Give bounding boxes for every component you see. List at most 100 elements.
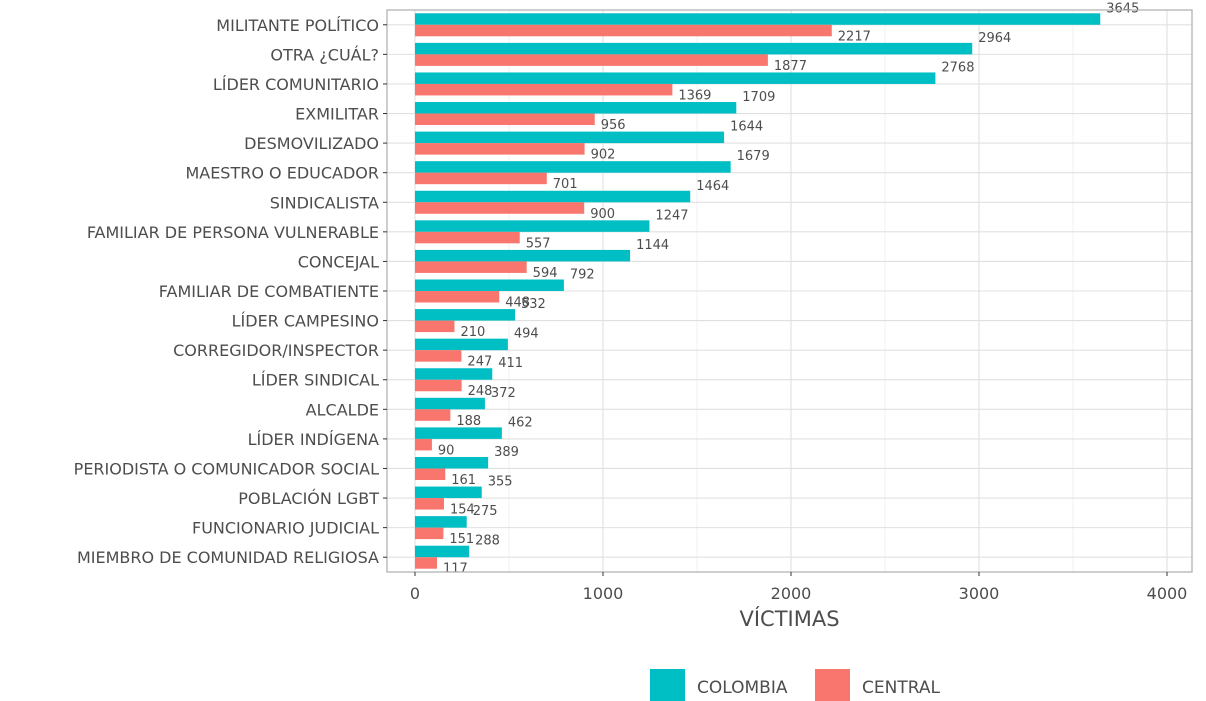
data-label-colombia: 355 [488,475,513,490]
data-label-colombia: 532 [521,297,546,312]
category-label-lider-campesino: LÍDER CAMPESINO [232,312,379,331]
category-label-miembro-de-comunidad-religiosa: MIEMBRO DE COMUNIDAD RELIGIOSA [77,548,379,567]
category-axis: MILITANTE POLÍTICO OTRA ¿CUÁL? LÍDER COMUN… [74,16,387,567]
data-label-central: 594 [533,266,558,281]
category-label-concejal: CONCEJAL [298,252,379,271]
data-label-central: 557 [526,236,551,251]
data-label-central: 448 [505,296,530,311]
bar-colombia-militante-politico [415,13,1101,25]
bar-colombia-lider-sindical [415,368,493,380]
bar-colombia-exmilitar [415,102,737,114]
data-label-central: 90 [438,443,455,458]
data-label-central: 161 [451,473,476,488]
category-label-exmilitar: EXMILITAR [295,105,379,124]
x-axis-title: VÍCTIMAS [739,606,839,631]
data-label-colombia: 1464 [696,179,729,194]
category-label-poblacion-lgbt: POBLACIÓN LGBT [238,489,379,508]
legend-label-central: CENTRAL [862,678,940,698]
bar-central-desmovilizado [415,143,585,155]
category-label-maestro-o-educador: MAESTRO O EDUCADOR [185,164,379,183]
bar-central-lider-sindical [415,379,462,392]
data-label-central: 151 [449,532,474,547]
bar-colombia-sindicalista [415,190,691,203]
bar-central-lider-comunitario [415,83,673,96]
data-label-colombia: 494 [514,327,539,342]
bar-central-sindicalista [415,202,585,214]
bar-central-periodista-o-comunicador-social [415,468,446,480]
bar-central-concejal [415,261,527,273]
category-label-militante-politico: MILITANTE POLÍTICO [216,16,379,35]
x-tick-label: 2000 [771,584,812,603]
bar-colombia-lider-comunitario [415,72,936,84]
data-label-central: 956 [601,118,626,133]
bars [415,13,1101,569]
legend-swatch-colombia [650,669,685,701]
bar-central-maestro-o-educador [415,172,547,185]
bar-central-funcionario-judicial [415,527,444,540]
bar-central-familiar-de-combatiente [415,291,500,303]
data-label-colombia: 3645 [1106,1,1139,16]
bar-central-corregidor-inspector [415,350,462,362]
x-tick-label: 1000 [583,584,624,603]
data-label-colombia: 2768 [941,60,974,75]
bar-colombia-maestro-o-educador [415,161,731,173]
x-tick-label: 3000 [959,584,1000,603]
data-label-colombia: 792 [570,268,595,283]
bar-central-lider-campesino [415,320,455,333]
data-label-colombia: 2964 [978,31,1011,46]
bar-colombia-lider-indigena [415,427,502,439]
bar-colombia-lider-campesino [415,309,516,321]
category-label-alcalde: ALCALDE [306,400,379,419]
x-tick-label: 0 [410,584,420,603]
data-label-colombia: 1709 [742,90,775,105]
bar-central-exmilitar [415,113,595,126]
legend-swatch-central [815,669,850,701]
data-label-colombia: 275 [473,504,498,519]
data-label-central: 247 [467,355,492,370]
bar-colombia-miembro-de-comunidad-religiosa [415,545,470,558]
data-label-central: 701 [553,177,578,192]
data-label-colombia: 1679 [737,149,770,164]
data-label-central: 210 [460,325,485,340]
bar-colombia-funcionario-judicial [415,516,467,528]
data-label-colombia: 372 [491,386,516,401]
bar-central-alcalde [415,409,451,421]
data-label-central: 1369 [678,88,711,103]
bar-colombia-familiar-de-persona-vulnerable [415,220,650,232]
data-label-colombia: 389 [494,445,519,460]
bar-colombia-poblacion-lgbt [415,486,482,499]
bar-central-lider-indigena [415,438,432,451]
data-label-central: 2217 [838,29,871,44]
bar-colombia-corregidor-inspector [415,338,508,351]
data-label-central: 154 [450,503,475,518]
category-label-lider-comunitario: LÍDER COMUNITARIO [213,75,379,94]
x-tick-label: 4000 [1147,584,1188,603]
data-label-central: 1877 [774,59,807,74]
legend-label-colombia: COLOMBIA [697,678,788,698]
category-label-funcionario-judicial: FUNCIONARIO JUDICIAL [192,519,379,538]
data-label-central: 188 [456,414,481,429]
value-axis: 0 1000 2000 3000 4000 [410,572,1187,603]
data-labels: 3645 2217 2964 1877 2768 1369 1709 956 1644 902 16… [438,1,1139,576]
category-label-periodista-o-comunicador-social: PERIODISTA O COMUNICADOR SOCIAL [74,459,379,478]
data-label-colombia: 1247 [655,208,688,223]
bar-colombia-otra-cual [415,42,973,55]
bar-central-militante-politico [415,24,832,37]
data-label-colombia: 1644 [730,120,763,135]
data-label-colombia: 288 [475,534,500,549]
data-label-central: 900 [590,207,615,222]
data-label-colombia: 1144 [636,238,669,253]
data-label-colombia: 462 [508,415,533,430]
bar-central-otra-cual [415,54,768,66]
data-label-central: 248 [468,384,493,399]
bar-colombia-alcalde [415,397,485,410]
legend: COLOMBIA CENTRAL [650,669,940,701]
data-label-central: 902 [591,148,616,163]
category-label-familiar-de-persona-vulnerable: FAMILIAR DE PERSONA VULNERABLE [87,223,379,242]
category-label-lider-indigena: LÍDER INDÍGENA [248,430,379,449]
bar-colombia-desmovilizado [415,131,725,144]
bar-central-miembro-de-comunidad-religiosa [415,557,437,569]
bar-central-poblacion-lgbt [415,498,444,510]
category-label-corregidor-inspector: CORREGIDOR/INSPECTOR [173,341,379,360]
